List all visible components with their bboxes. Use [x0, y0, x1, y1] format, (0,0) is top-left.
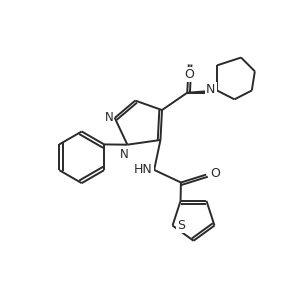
Text: N: N: [206, 83, 216, 96]
Text: O: O: [210, 166, 220, 180]
Text: N: N: [120, 148, 129, 161]
Text: HN: HN: [134, 163, 153, 176]
Text: N: N: [206, 85, 216, 98]
Text: S: S: [177, 219, 185, 232]
Text: O: O: [184, 68, 194, 81]
Text: N: N: [104, 111, 113, 124]
